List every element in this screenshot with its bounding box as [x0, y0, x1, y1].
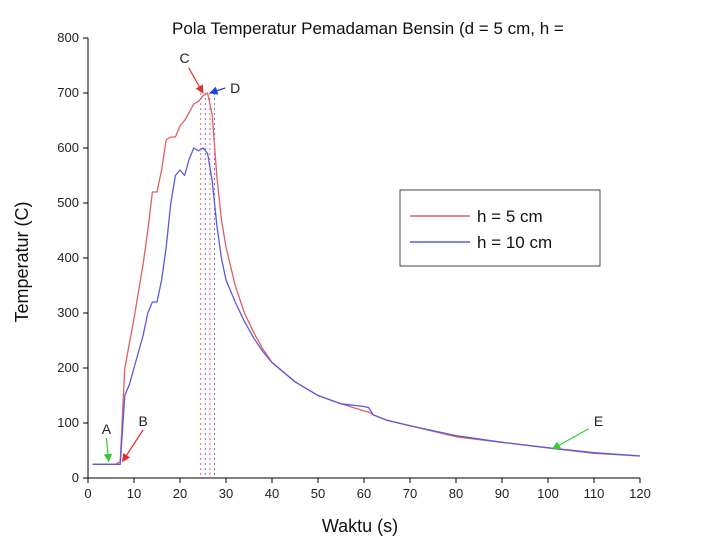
annotation-arrow-c [188, 67, 204, 94]
annotation-c: C [180, 50, 190, 66]
y-tick-label: 100 [57, 415, 79, 430]
x-tick-label: 40 [265, 486, 279, 501]
x-tick-label: 80 [449, 486, 463, 501]
legend-box [399, 189, 601, 267]
x-tick-label: 100 [537, 486, 559, 501]
reference-lines [200, 93, 215, 478]
annotations: A B C D E [102, 50, 603, 463]
series-line-h5 [92, 92, 641, 465]
y-tick-label: 800 [57, 30, 79, 45]
chart-title: Pola Temperatur Pemadaman Bensin (d = 5 … [172, 19, 564, 38]
x-tick-label: 110 [584, 486, 605, 501]
x-tick-label: 70 [403, 486, 417, 501]
annotation-arrow-d [209, 86, 226, 95]
annotation-arrow-b [121, 429, 144, 463]
series-layer [92, 92, 641, 465]
y-tick-label: 0 [72, 470, 79, 485]
y-tick-label: 200 [57, 360, 79, 375]
x-tick-label: 20 [173, 486, 187, 501]
series-line-h10 [92, 147, 641, 465]
x-tick-label: 120 [629, 486, 651, 501]
legend: h = 5 cm h = 10 cm [399, 189, 601, 267]
annotation-arrow-a [103, 437, 113, 463]
x-tick-label: 60 [357, 486, 371, 501]
x-tick-label: 30 [219, 486, 233, 501]
y-axis-title: Temperatur (C) [12, 201, 32, 322]
y-tick-label: 400 [57, 250, 79, 265]
legend-label-h5: h = 5 cm [477, 207, 543, 226]
y-tick-label: 300 [57, 305, 79, 320]
annotation-b: B [139, 413, 148, 429]
legend-label-h10: h = 10 cm [477, 233, 552, 252]
x-tick-label: 0 [84, 486, 91, 501]
annotation-e: E [594, 413, 603, 429]
y-tick-label: 500 [57, 195, 79, 210]
x-tick-label: 50 [311, 486, 325, 501]
x-ticks: 0 10 20 30 40 50 60 70 80 90 100 110 120 [84, 478, 651, 501]
y-tick-label: 600 [57, 140, 79, 155]
x-tick-label: 10 [127, 486, 141, 501]
y-tick-label: 700 [57, 85, 79, 100]
x-tick-label: 90 [495, 486, 509, 501]
annotation-a: A [102, 421, 112, 437]
annotation-d: D [230, 80, 240, 96]
x-axis-title: Waktu (s) [322, 516, 398, 536]
annotation-arrow-e [551, 428, 589, 450]
y-ticks: 0 100 200 300 400 500 600 700 800 [57, 30, 88, 485]
